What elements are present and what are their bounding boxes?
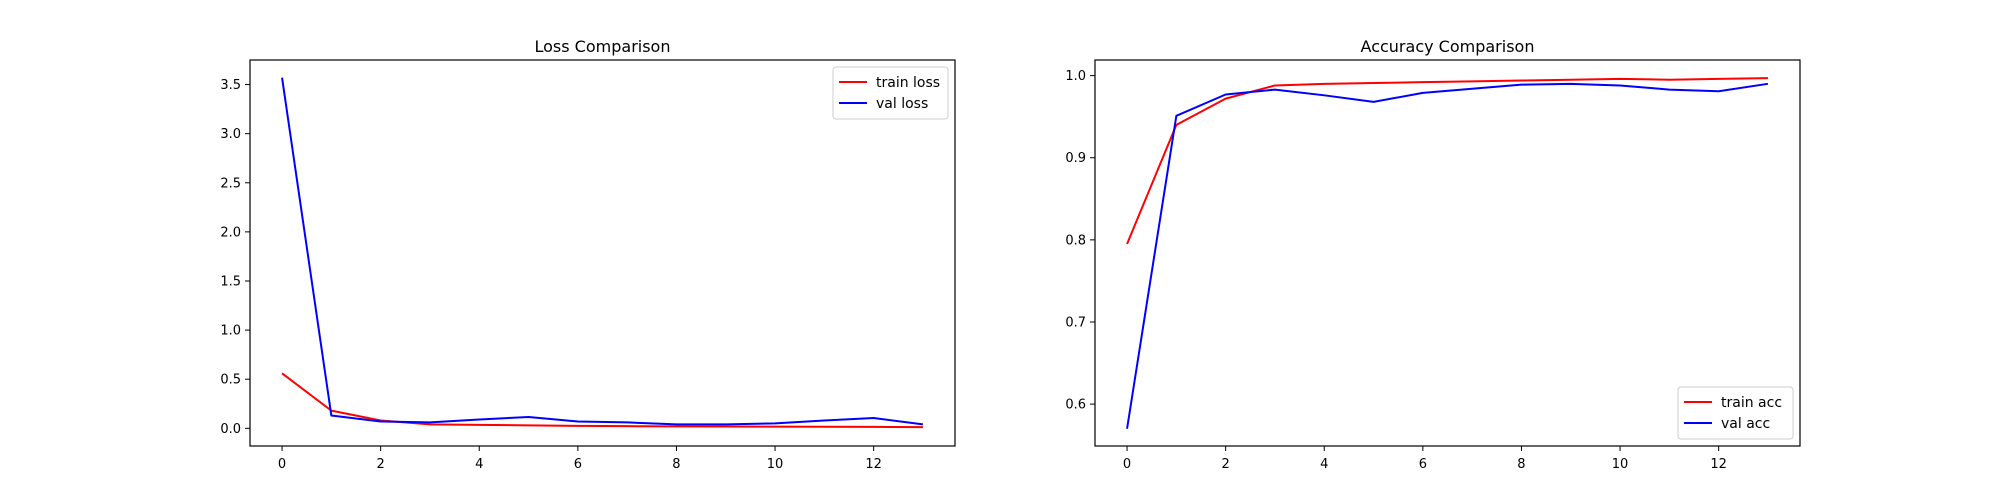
legend-label: val loss bbox=[876, 96, 928, 112]
x-tick-label: 6 bbox=[1419, 457, 1427, 472]
x-tick-label: 0 bbox=[278, 457, 286, 472]
y-tick-label: 0.8 bbox=[1065, 233, 1086, 248]
y-tick-label: 1.0 bbox=[220, 324, 241, 339]
x-tick-label: 4 bbox=[475, 457, 483, 472]
y-tick-label: 3.0 bbox=[220, 127, 241, 142]
legend-box bbox=[1677, 386, 1794, 440]
legend-box bbox=[832, 66, 949, 120]
series-line-val-loss bbox=[281, 77, 924, 426]
x-tick-label: 8 bbox=[672, 457, 680, 472]
y-tick-label: 2.5 bbox=[220, 176, 241, 191]
x-tick-label: 10 bbox=[1612, 457, 1629, 472]
y-tick-label: 0.9 bbox=[1065, 151, 1086, 166]
y-tick-label: 0.6 bbox=[1065, 398, 1086, 413]
x-tick-label: 0 bbox=[1123, 457, 1131, 472]
x-tick-label: 8 bbox=[1517, 457, 1525, 472]
chart-title: Accuracy Comparison bbox=[1361, 37, 1535, 56]
axes-frame bbox=[1094, 59, 1801, 447]
x-tick-label: 4 bbox=[1320, 457, 1328, 472]
y-tick-label: 1.0 bbox=[1065, 69, 1086, 84]
chart-title: Loss Comparison bbox=[535, 37, 671, 56]
legend: train acc val acc bbox=[1677, 386, 1794, 440]
x-tick-label: 6 bbox=[574, 457, 582, 472]
x-tick-label: 2 bbox=[1222, 457, 1230, 472]
y-tick-label: 0.5 bbox=[220, 373, 241, 388]
accuracy-chart: Accuracy Comparison 0 2 4 6 8 10 12 0.6 0.7 0.8 0.… bbox=[1065, 37, 1801, 472]
x-tick-label: 2 bbox=[377, 457, 385, 472]
y-tick-label: 2.0 bbox=[220, 225, 241, 240]
x-tick-label: 12 bbox=[1710, 457, 1727, 472]
legend-label: val acc bbox=[1721, 416, 1770, 432]
legend-label: train acc bbox=[1721, 395, 1782, 411]
legend-label: train loss bbox=[876, 75, 940, 91]
y-tick-label: 3.5 bbox=[220, 78, 241, 93]
series-line-train-loss bbox=[281, 372, 923, 429]
legend: train loss val loss bbox=[832, 66, 949, 120]
y-tick-label: 0.0 bbox=[220, 422, 241, 437]
y-tick-label: 0.7 bbox=[1065, 315, 1086, 330]
series-line-val-acc bbox=[1126, 82, 1769, 429]
x-tick-label: 10 bbox=[767, 457, 784, 472]
y-tick-label: 1.5 bbox=[220, 274, 241, 289]
x-tick-label: 12 bbox=[865, 457, 882, 472]
loss-chart: Loss Comparison 0 2 4 6 8 10 12 0.0 0.5 1.0 1.5 2.0… bbox=[220, 37, 956, 472]
axes-frame bbox=[249, 59, 956, 447]
series-line-train-acc bbox=[1126, 77, 1768, 245]
